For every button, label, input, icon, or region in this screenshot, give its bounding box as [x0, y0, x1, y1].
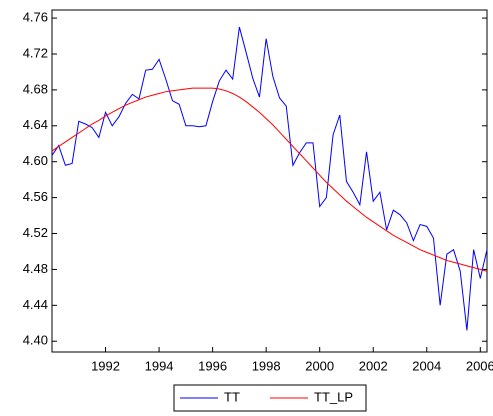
x-tick-label: 1994: [145, 358, 174, 373]
y-tick-label: 4.68: [23, 81, 48, 96]
x-tick-label: 1998: [252, 358, 281, 373]
legend-box: [173, 384, 367, 412]
x-tick-label: 2000: [305, 358, 334, 373]
y-tick-label: 4.52: [23, 225, 48, 240]
y-tick-label: 4.40: [23, 333, 48, 348]
y-tick-label: 4.56: [23, 189, 48, 204]
y-tick-label: 4.48: [23, 261, 48, 276]
plot-frame: [51, 9, 488, 353]
series-line: [51, 87, 488, 272]
x-tick-label: 1996: [198, 358, 227, 373]
x-tick-label: 2002: [359, 358, 388, 373]
y-tick-label: 4.60: [23, 153, 48, 168]
legend-label: TT_LP: [314, 389, 353, 404]
x-tick-label: 1992: [91, 358, 120, 373]
y-tick-label: 4.44: [23, 297, 48, 312]
y-tick-label: 4.76: [23, 10, 48, 25]
y-tick-label: 4.64: [23, 117, 48, 132]
legend-label: TT: [224, 389, 240, 404]
x-tick-label: 2006: [466, 358, 493, 373]
x-tick-label: 2004: [412, 358, 441, 373]
series-line: [51, 26, 488, 331]
y-tick-label: 4.72: [23, 45, 48, 60]
